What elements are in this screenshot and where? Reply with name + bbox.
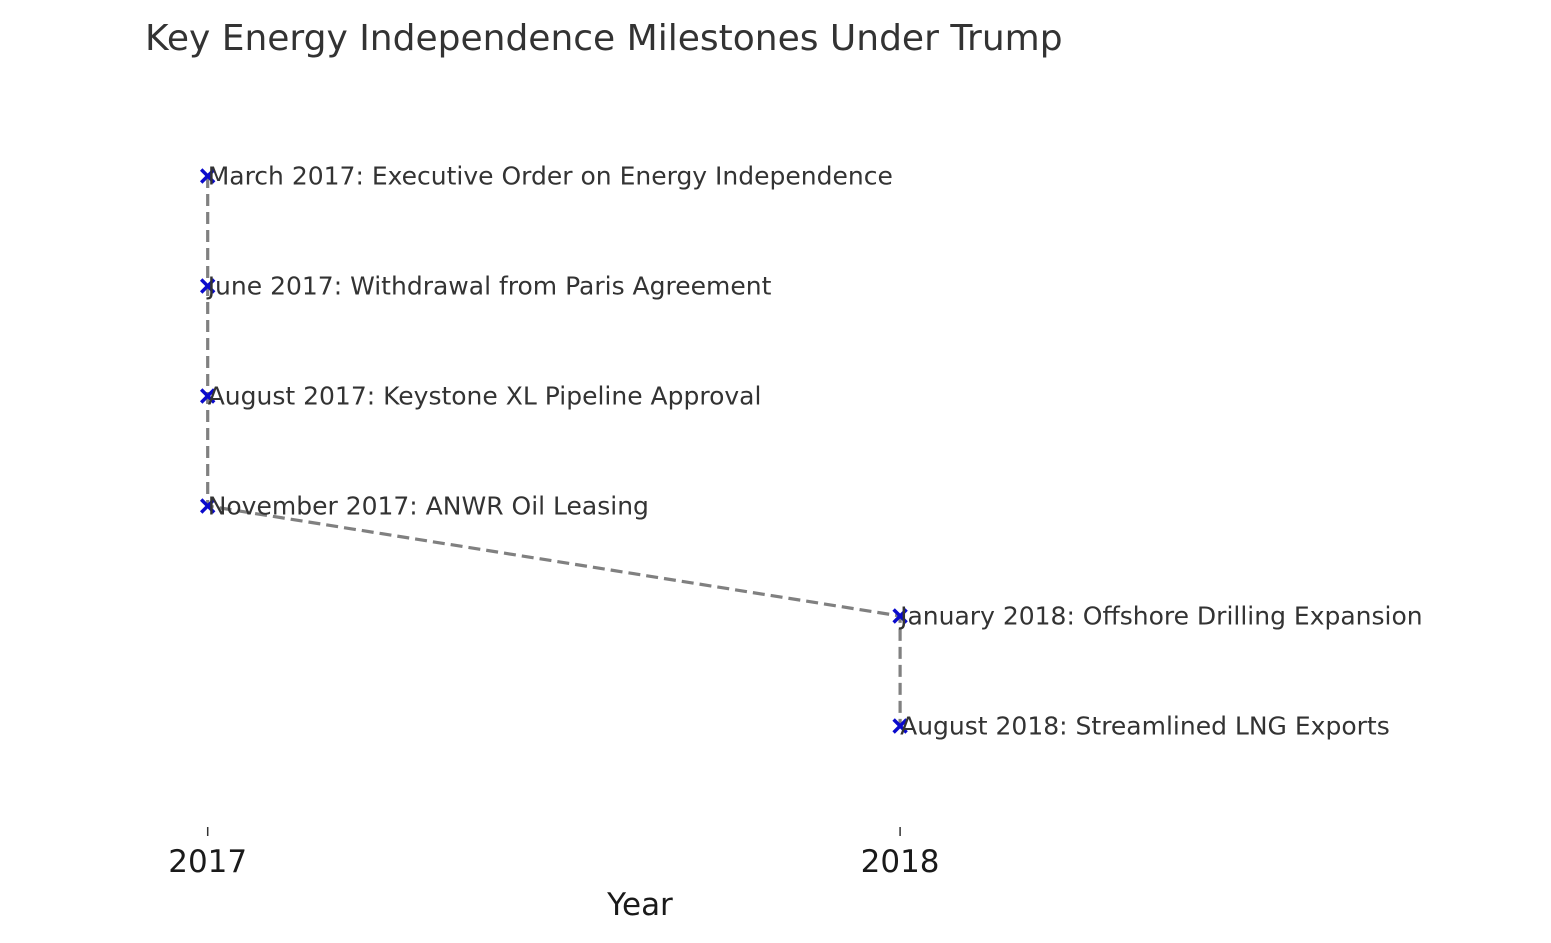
- event-marker-1: [199, 168, 216, 184]
- event-label-2: June 2017: Withdrawal from Paris Agreeme…: [206, 272, 772, 301]
- event-marker-5: [892, 608, 908, 624]
- timeline-connector-group: [206, 176, 902, 726]
- event-label-3: August 2017: Keystone XL Pipeline Approv…: [208, 382, 762, 411]
- event-marker-group: [199, 168, 908, 734]
- event-label-1: March 2017: Executive Order on Energy In…: [208, 162, 893, 191]
- x-tick-label-2018: 2018: [861, 844, 940, 880]
- event-marker-2: [199, 278, 216, 294]
- timeline-connector-line: [206, 176, 902, 726]
- event-marker-3: [199, 388, 216, 404]
- event-marker-6: [892, 718, 908, 734]
- chart-title: Key Energy Independence Milestones Under…: [145, 18, 1063, 59]
- x-tick-label-2017: 2017: [168, 844, 247, 880]
- x-axis: 2017 2018: [168, 827, 940, 880]
- event-marker-4: [199, 498, 216, 514]
- x-axis-label: Year: [606, 887, 673, 923]
- event-label-group: March 2017: Executive Order on Energy In…: [206, 162, 1423, 741]
- event-label-6: August 2018: Streamlined LNG Exports: [900, 712, 1390, 741]
- event-label-5: January 2018: Offshore Drilling Expansio…: [898, 602, 1423, 631]
- event-label-4: November 2017: ANWR Oil Leasing: [208, 492, 649, 521]
